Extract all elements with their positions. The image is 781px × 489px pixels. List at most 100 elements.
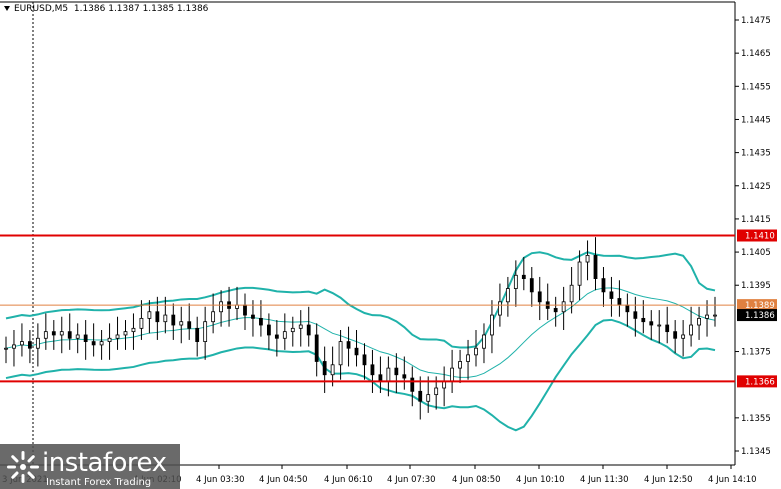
candle-body <box>219 301 223 313</box>
candle-body <box>641 317 646 323</box>
level-price-label: 1.1389 <box>745 301 775 311</box>
candle-body <box>203 321 208 342</box>
candle-body <box>418 390 423 402</box>
candle-body <box>529 278 534 293</box>
candle-body <box>35 337 40 349</box>
candle-body <box>115 334 120 339</box>
candle-body <box>609 291 614 299</box>
level-price-label: 1.1366 <box>745 377 775 387</box>
candle-body <box>27 341 32 349</box>
candle-body <box>362 354 367 366</box>
candle-body <box>713 314 717 317</box>
candle-body <box>505 288 510 303</box>
candle-body <box>490 314 494 336</box>
candle-body <box>665 324 670 333</box>
y-tick-label: 1.1445 <box>741 115 771 125</box>
x-tick-label: 4 Jun 06:10 <box>324 475 373 485</box>
candle-body <box>322 361 327 376</box>
candle-body <box>553 308 558 313</box>
candle-body <box>99 341 104 346</box>
candle-body <box>330 364 335 376</box>
candle-body <box>139 317 144 329</box>
candle-body <box>290 327 295 333</box>
candle-body <box>410 377 415 392</box>
candle-body <box>43 331 48 339</box>
y-tick-label: 1.1395 <box>741 281 771 291</box>
symbol-label: EURUSD,M5 <box>14 4 69 14</box>
candle-body <box>386 367 391 382</box>
y-tick-label: 1.1345 <box>741 447 771 457</box>
candle-body <box>314 334 319 362</box>
candle-body <box>298 324 303 329</box>
candle-body <box>450 367 455 382</box>
candle-body <box>131 327 136 333</box>
level-price-tag <box>737 229 777 242</box>
x-tick-label: 4 Jun 04:50 <box>259 475 308 485</box>
level-price-tag <box>737 309 777 322</box>
candle-body <box>59 331 64 336</box>
candle-body <box>195 327 200 342</box>
x-tick-label: 4 Jun 08:50 <box>452 475 501 485</box>
candle-body <box>577 261 582 286</box>
level-price-label: 1.1410 <box>745 232 775 242</box>
candle-body <box>649 321 654 326</box>
bollinger-upper-band <box>5 251 716 349</box>
x-tick-label: 4 Jun 03:30 <box>196 475 245 485</box>
level-price-tag <box>737 375 777 388</box>
candle-body <box>155 311 160 323</box>
candle-body <box>521 274 526 279</box>
dropdown-icon[interactable] <box>4 6 10 11</box>
candle-body <box>171 314 176 326</box>
candle-body <box>266 324 271 336</box>
watermark-tagline: Instant Forex Trading <box>46 477 152 488</box>
candle-body <box>434 387 439 396</box>
y-tick-label: 1.1475 <box>741 16 771 26</box>
watermark-brand: instaforex <box>42 448 167 478</box>
candle-body <box>243 304 247 316</box>
candle-body <box>282 331 287 339</box>
x-tick-label: 4 Jun 10:10 <box>516 475 565 485</box>
candle-body <box>251 314 255 319</box>
candle-body <box>537 291 542 303</box>
candle-body <box>346 341 351 349</box>
candle-body <box>569 284 574 303</box>
x-tick-label: 4 Jun 11:30 <box>580 475 629 485</box>
candle-body <box>4 347 8 350</box>
candle-body <box>593 254 598 279</box>
candle-body <box>466 354 470 362</box>
candle-body <box>617 298 622 306</box>
candle-body <box>673 331 678 339</box>
y-tick-label: 1.1355 <box>741 414 771 424</box>
candle-body <box>306 324 311 336</box>
candle-body <box>123 331 128 336</box>
candle-body <box>147 311 152 319</box>
candle-body <box>458 361 462 369</box>
candle-body <box>338 341 343 366</box>
candle-body <box>601 278 606 293</box>
candle-body <box>633 311 638 319</box>
y-tick-label: 1.1375 <box>741 348 771 358</box>
candle-body <box>394 367 399 376</box>
y-tick-label: 1.1435 <box>741 149 771 159</box>
candle-body <box>370 364 375 376</box>
candle-body <box>107 337 112 342</box>
candle-body <box>274 334 279 339</box>
x-tick-label: 4 Jun 14:10 <box>708 475 757 485</box>
candle-body <box>354 347 359 356</box>
x-tick-label: 4 Jun 12:50 <box>644 475 693 485</box>
ohlc-values: 1.1386 1.1387 1.1385 1.1386 <box>73 4 209 14</box>
candle-body <box>51 331 56 336</box>
candle-body <box>179 321 184 326</box>
candle-body <box>482 334 486 349</box>
candle-body <box>498 301 502 316</box>
candle-body <box>426 394 431 402</box>
x-tick-label: 4 Jun 07:30 <box>387 475 436 485</box>
candle-body <box>474 347 478 356</box>
candle-body <box>91 341 96 346</box>
candle-body <box>681 334 686 339</box>
candle-body <box>402 374 407 379</box>
candle-body <box>585 254 590 263</box>
candle-body <box>75 334 80 339</box>
candle-body <box>20 341 24 346</box>
